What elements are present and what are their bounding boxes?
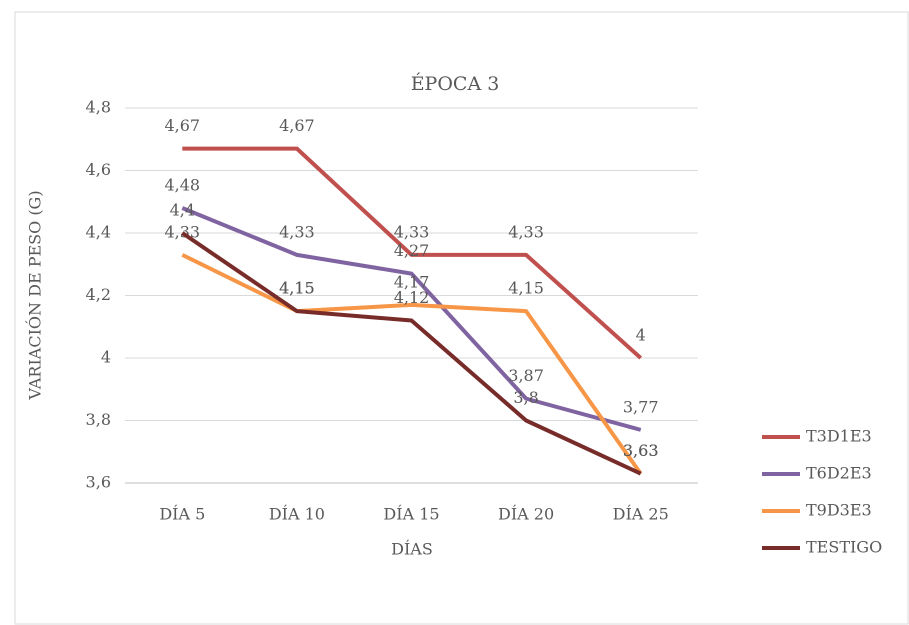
data-label: 4: [636, 326, 646, 345]
x-tick-label: DÍA 25: [613, 504, 669, 524]
y-tick-label: 3,8: [86, 410, 111, 429]
legend-label: TESTIGO: [806, 538, 882, 557]
y-tick-label: 4,6: [86, 160, 111, 179]
legend-label: T3D1E3: [806, 427, 872, 446]
data-label: 4,33: [394, 222, 430, 241]
legend-label: T9D3E3: [806, 501, 872, 520]
data-label: 4,15: [279, 279, 315, 298]
y-tick-label: 4,4: [86, 223, 111, 242]
data-label: 4,4: [170, 201, 195, 220]
x-tick-label: DÍA 5: [159, 504, 205, 524]
legend-label: T6D2E3: [806, 464, 872, 483]
chart-frame: [14, 11, 909, 625]
x-axis-title: DÍAS: [391, 539, 433, 559]
data-label: 4,33: [279, 222, 315, 241]
x-tick-label: DÍA 20: [498, 504, 554, 524]
chart-title: ÉPOCA 3: [411, 72, 500, 95]
data-label: 3,63: [623, 441, 659, 460]
data-label: 4,17: [394, 272, 430, 291]
data-label: 4,12: [394, 288, 430, 307]
x-tick-label: DÍA 10: [269, 504, 325, 524]
data-label: 4,15: [279, 279, 315, 298]
y-tick-label: 4,8: [86, 98, 111, 117]
data-label: 3,63: [623, 441, 659, 460]
y-tick-label: 3,6: [86, 473, 111, 492]
data-label: 4,27: [394, 241, 430, 260]
series-line: [181, 253, 643, 475]
y-tick-label: 4,2: [86, 285, 111, 304]
data-label: 4,48: [164, 176, 200, 195]
data-label: 4,67: [164, 116, 200, 135]
data-label: 4,67: [279, 116, 315, 135]
y-axis-title: VARIACIÓN DE PESO (G): [25, 190, 45, 400]
series-line: [181, 231, 642, 476]
data-label: 4,15: [508, 279, 544, 298]
series-line: [181, 206, 642, 432]
data-label: 3,8: [513, 388, 538, 407]
data-label: 3,87: [508, 366, 544, 385]
y-tick-label: 4: [101, 348, 111, 367]
data-label: 4,33: [164, 222, 200, 241]
data-label: 4,33: [508, 222, 544, 241]
x-tick-label: DÍA 15: [383, 504, 439, 524]
series-line: [182, 146, 643, 360]
data-label: 3,77: [623, 397, 659, 416]
